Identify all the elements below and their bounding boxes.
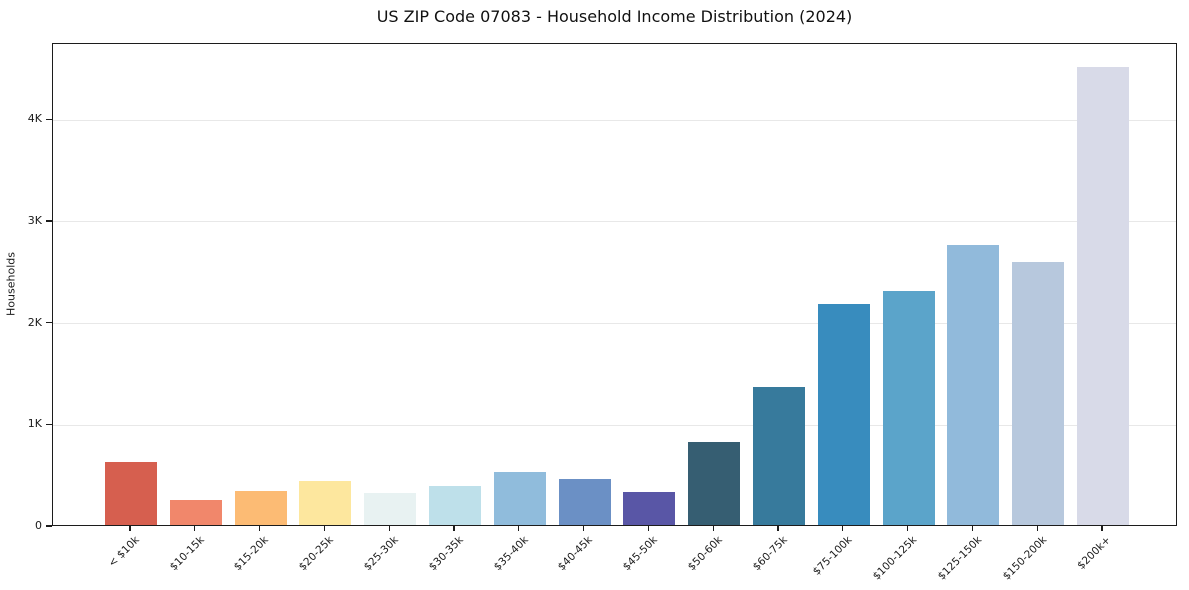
x-tick-label: $100-125k	[870, 534, 920, 583]
bar-$75-100k	[817, 303, 870, 525]
bar-$25-30k	[364, 493, 417, 525]
x-tick-label: $75-100k	[810, 534, 855, 578]
x-axis-tick	[777, 526, 779, 531]
x-tick-label: $60-75k	[750, 534, 790, 574]
bar-$125-150k	[947, 245, 1000, 525]
bar-$35-40k	[493, 472, 546, 525]
x-tick-label: $50-60k	[685, 534, 725, 574]
y-axis-tick	[46, 321, 52, 324]
gridline	[53, 119, 1176, 121]
x-tick-label: $125-150k	[935, 534, 984, 583]
x-axis-tick	[1036, 526, 1038, 531]
bar-$45-50k	[623, 492, 676, 525]
x-axis-tick	[647, 526, 650, 531]
x-tick-label: $200k+	[1075, 534, 1114, 572]
x-tick-label: $40-45k	[556, 534, 596, 574]
bar-$40-45k	[558, 478, 611, 525]
x-axis-tick	[712, 526, 714, 531]
bar-$15-20k	[234, 490, 287, 525]
y-axis-tick	[46, 118, 52, 120]
x-axis-tick	[194, 526, 196, 531]
bar-$200k+	[1077, 67, 1129, 525]
x-axis-tick	[323, 526, 326, 531]
y-tick-label: 2K	[27, 315, 42, 329]
x-axis-tick	[906, 526, 909, 531]
x-tick-label: $25-30k	[361, 534, 401, 574]
bar-$50-60k	[688, 442, 741, 525]
x-axis-tick	[582, 526, 585, 531]
x-axis-tick	[129, 526, 131, 531]
x-tick-label: $30-35k	[426, 534, 466, 574]
bar-$100-125k	[882, 291, 935, 525]
x-axis-tick	[1101, 526, 1103, 531]
x-tick-label: $150-200k	[1000, 534, 1049, 583]
y-axis-tick	[46, 525, 52, 527]
x-tick-label: < $10k	[105, 534, 142, 570]
x-tick-label: $35-40k	[491, 534, 531, 574]
x-axis-tick	[453, 526, 455, 531]
bar-$60-75k	[753, 387, 805, 525]
gridline	[53, 221, 1176, 223]
bar-$10-15k	[169, 499, 222, 525]
y-tick-label: 1K	[27, 417, 42, 431]
bar-$150-200k	[1012, 262, 1065, 525]
plot-area	[52, 43, 1177, 526]
y-tick-label: 0	[35, 519, 42, 532]
bar-$20-25k	[299, 481, 352, 525]
y-tick-label: 3K	[27, 213, 42, 227]
x-tick-label: $20-25k	[296, 534, 336, 574]
x-tick-label: $10-15k	[167, 534, 207, 574]
bar-$30-35k	[429, 485, 481, 525]
x-axis-tick	[258, 526, 261, 531]
x-axis-tick	[842, 526, 844, 531]
y-axis-tick	[46, 220, 52, 222]
y-axis-tick	[46, 423, 52, 425]
x-axis-tick	[971, 526, 974, 531]
gridline	[53, 424, 1176, 426]
x-axis-tick	[388, 526, 390, 531]
x-tick-label: $15-20k	[232, 534, 272, 574]
x-tick-label: $45-50k	[620, 534, 660, 574]
bar-< $10k	[105, 461, 157, 525]
x-axis-tick	[518, 526, 520, 531]
y-axis-label: Households	[4, 252, 18, 316]
chart-title: US ZIP Code 07083 - Household Income Dis…	[376, 7, 853, 26]
gridline	[53, 323, 1176, 325]
y-tick-label: 4K	[27, 112, 42, 126]
